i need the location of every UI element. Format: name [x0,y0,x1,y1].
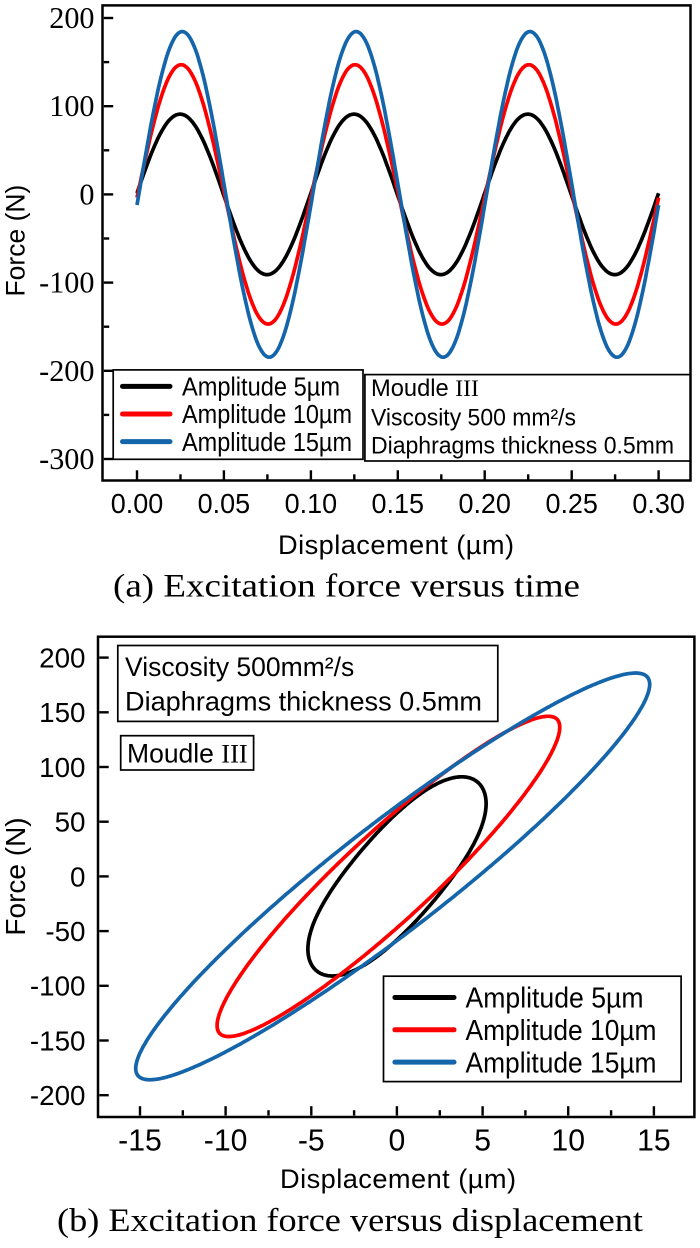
svg-text:100: 100 [39,752,85,783]
svg-text:-100: -100 [30,971,86,1002]
svg-text:Amplitude 15µm: Amplitude 15µm [182,429,352,457]
svg-text:0.30: 0.30 [632,488,685,519]
svg-text:Force (N): Force (N) [1,185,31,297]
svg-text:50: 50 [55,807,86,838]
svg-text:0.05: 0.05 [198,488,251,519]
svg-text:0: 0 [79,177,94,211]
svg-text:Amplitude 10µm: Amplitude 10µm [182,401,352,429]
svg-text:Viscosity 500mm²/s: Viscosity 500mm²/s [125,652,354,682]
svg-text:15: 15 [637,1125,671,1158]
svg-text:0.15: 0.15 [372,488,425,519]
svg-text:Displacement (µm): Displacement (µm) [280,1163,516,1194]
svg-text:(b) Excitation force versus di: (b) Excitation force versus displacement [57,1203,643,1239]
svg-text:Moudle III: Moudle III [127,738,248,768]
svg-text:Force (N): Force (N) [0,817,31,935]
svg-text:-100: -100 [39,266,94,300]
svg-text:0.00: 0.00 [111,488,164,519]
svg-text:0.10: 0.10 [285,488,338,519]
svg-text:-200: -200 [39,354,94,388]
svg-text:-300: -300 [39,442,94,476]
svg-text:200: 200 [49,1,94,35]
svg-text:0.25: 0.25 [545,488,598,519]
svg-text:Viscosity 500 mm²/s: Viscosity 500 mm²/s [371,405,576,431]
svg-text:-15: -15 [118,1125,162,1158]
svg-text:150: 150 [39,697,85,728]
svg-text:5: 5 [474,1125,491,1158]
svg-text:-150: -150 [30,1025,86,1056]
svg-text:Diaphragms thickness 0.5mm: Diaphragms thickness 0.5mm [371,433,674,459]
svg-text:-50: -50 [45,916,85,947]
svg-text:-200: -200 [30,1080,86,1111]
svg-text:Amplitude 5µm: Amplitude 5µm [466,983,644,1015]
svg-text:0.20: 0.20 [458,488,511,519]
svg-text:-10: -10 [204,1125,248,1158]
svg-text:100: 100 [49,89,94,123]
svg-text:Diaphragms thickness 0.5mm: Diaphragms thickness 0.5mm [125,686,482,716]
svg-text:Displacement (µm): Displacement (µm) [278,529,514,560]
svg-text:Amplitude 5µm: Amplitude 5µm [182,374,340,402]
svg-text:10: 10 [551,1125,585,1158]
svg-text:Moudle III: Moudle III [371,376,479,402]
svg-text:(a) Excitation force versus ti: (a) Excitation force versus time [113,569,580,605]
svg-text:-5: -5 [298,1125,325,1158]
svg-text:0: 0 [70,861,85,892]
svg-text:200: 200 [39,643,85,674]
svg-text:0: 0 [389,1125,406,1158]
svg-text:Amplitude 15µm: Amplitude 15µm [466,1047,657,1079]
svg-text:Amplitude 10µm: Amplitude 10µm [466,1015,657,1047]
